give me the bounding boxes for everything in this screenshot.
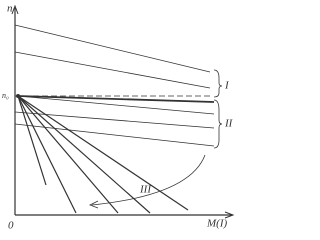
y-label: n [7, 3, 13, 15]
characteristic [17, 95, 215, 103]
group-ii-lines [14, 95, 215, 147]
characteristic [17, 95, 47, 186]
characteristic [14, 111, 215, 129]
group-iii-lines [17, 95, 189, 214]
arrow-curve [91, 154, 206, 206]
characteristic [14, 24, 211, 73]
brace [213, 69, 223, 98]
characteristic [17, 95, 77, 214]
x-label: M(I) [206, 218, 227, 230]
diagram: n 0 M(I) n₀ I II III [2, 3, 235, 232]
brace [213, 99, 223, 149]
y-arrow [11, 4, 19, 15]
n0-label: n₀ [2, 91, 9, 100]
characteristic [17, 95, 119, 214]
axes [11, 4, 235, 219]
group-label: I [224, 80, 230, 92]
characteristic [14, 51, 211, 89]
group-label: III [139, 184, 152, 196]
characteristic [17, 95, 189, 211]
origin-label: 0 [8, 220, 14, 232]
n0-point [16, 94, 20, 98]
characteristic [14, 123, 215, 147]
arrow-head [89, 200, 99, 209]
x-arrow [224, 211, 235, 219]
group-label: II [224, 118, 234, 130]
characteristic [17, 95, 215, 115]
characteristic [17, 95, 151, 214]
group-i-lines [14, 24, 212, 97]
